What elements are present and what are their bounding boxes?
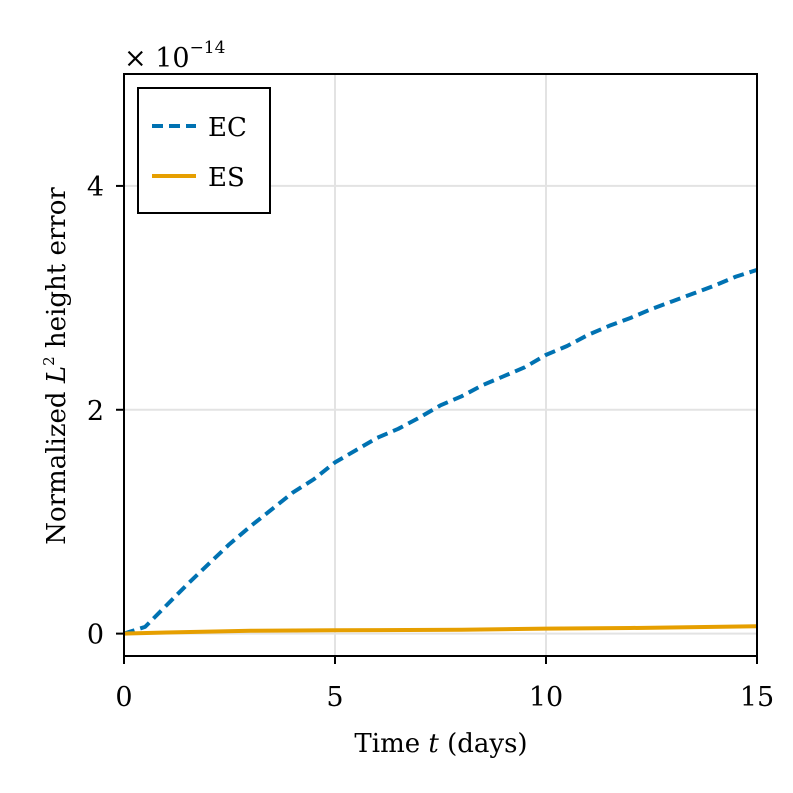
series-line-es (123, 624, 758, 636)
x-tick-label: 15 (740, 682, 774, 713)
scale-multiplier: × 10 (124, 43, 190, 74)
y-tick-label: 2 (87, 396, 104, 427)
x-tick-label: 0 (115, 682, 132, 713)
series-layer (123, 267, 758, 636)
y-tick-label: 0 (87, 620, 104, 651)
x-tick-label: 10 (529, 682, 563, 713)
scale-exponent: −14 (190, 38, 226, 58)
legend-box (137, 87, 271, 214)
y-axis-label: Normalized L2 height error (40, 187, 72, 545)
y-axis-label-sup: 2 (40, 356, 58, 366)
plot-frame (123, 73, 758, 657)
series-line-ec (123, 267, 758, 636)
legend: EC ES (137, 87, 271, 214)
x-axis-label: Time t (days) (354, 729, 527, 759)
legend-label-es: ES (208, 163, 245, 193)
legend-label-ec: EC (208, 113, 247, 143)
x-axis-label-suffix: (days) (439, 729, 528, 759)
x-axis-label-var: t (428, 729, 439, 759)
y-axis-label-suffix: height error (42, 187, 72, 357)
scale-factor: × 10−14 (124, 38, 225, 74)
x-axis-label-prefix: Time (354, 729, 428, 759)
tick-layer: 0 5 10 15 0 2 4 (87, 172, 774, 713)
y-tick-label: 4 (87, 172, 104, 203)
y-axis-label-prefix: Normalized (42, 383, 72, 545)
x-tick-label: 5 (326, 682, 343, 713)
y-axis-label-var: L (42, 366, 72, 384)
